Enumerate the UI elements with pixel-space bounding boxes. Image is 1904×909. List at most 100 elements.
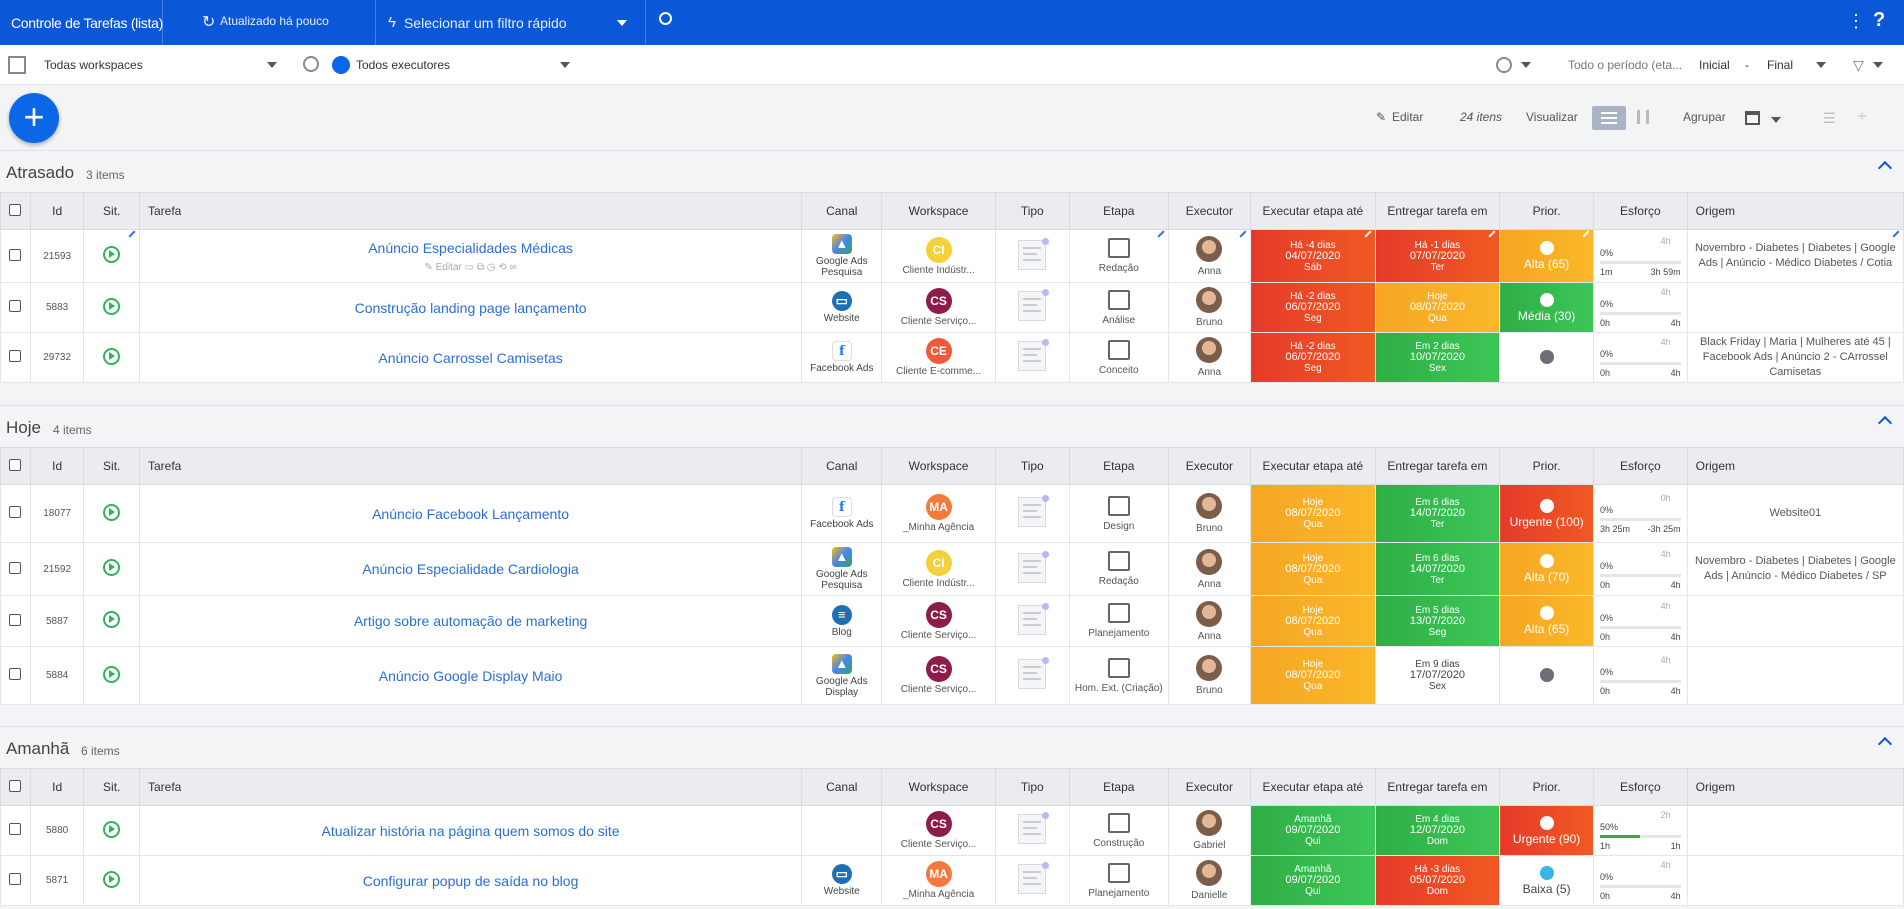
column-header[interactable]: Etapa [1068,447,1169,485]
row-checkbox[interactable] [9,873,22,885]
task-cell[interactable]: Artigo sobre automação de marketing [138,595,803,647]
chevron-down-icon[interactable] [1521,62,1531,68]
priority-cell[interactable]: Alta (65) [1499,595,1594,647]
column-header[interactable]: Etapa [1068,192,1169,230]
task-cell[interactable]: Anúncio Carrossel Camisetas [138,332,803,383]
delivery-date-cell[interactable]: Em 2 dias 10/07/2020 Sex [1374,332,1501,383]
row-select-cell[interactable] [0,332,31,383]
status-cell[interactable] [83,484,140,543]
play-status-icon[interactable] [103,246,121,263]
delivery-date-cell[interactable]: Em 4 dias 12/07/2020 Dom [1374,805,1501,856]
column-header[interactable]: Executar etapa até [1250,768,1376,806]
column-header[interactable]: Tipo [994,447,1070,485]
column-header[interactable]: Tipo [994,768,1070,806]
column-header[interactable]: Etapa [1068,768,1169,806]
play-status-icon[interactable] [103,347,121,365]
column-header[interactable]: Executar etapa até [1250,447,1376,485]
column-header[interactable]: Id [29,768,85,806]
chevron-up-icon[interactable] [1877,415,1893,431]
column-header[interactable]: Canal [801,768,883,806]
column-header[interactable]: Canal [801,192,883,230]
column-header[interactable]: Executor [1167,192,1252,230]
group-header-0[interactable]: Atrasado 3 items [0,150,1904,190]
row-checkbox[interactable] [9,506,22,518]
list-view-button[interactable] [1592,106,1626,130]
play-status-icon[interactable] [103,820,121,838]
edit-pencil-icon[interactable] [1157,230,1165,238]
play-status-icon[interactable] [103,297,121,315]
kebab-menu-icon[interactable]: ⋮ [1847,11,1865,31]
row-checkbox[interactable] [9,350,22,362]
column-header[interactable]: Entregar tarefa em [1374,768,1501,806]
chevron-down-icon[interactable] [1873,62,1883,68]
stage-deadline-cell[interactable]: Hoje 08/07/2020 Qua [1250,484,1376,543]
chevron-up-icon[interactable] [1877,160,1893,176]
select-all-checkbox[interactable] [9,203,22,216]
task-title-link[interactable]: Configurar popup de saída no blog [362,872,579,889]
column-header[interactable]: Executar etapa até [1250,192,1376,230]
chevron-down-icon[interactable] [1771,117,1781,123]
edit-button[interactable]: Editar [1392,110,1424,124]
delivery-date-cell[interactable]: Em 6 dias 14/07/2020 Ter [1374,542,1501,596]
edit-pencil-icon[interactable] [1364,230,1372,238]
column-header[interactable]: Sit. [83,768,140,806]
play-status-icon[interactable] [103,665,121,683]
task-cell[interactable]: Construção landing page lançamento [138,282,803,333]
column-header[interactable]: Sit. [83,192,140,230]
row-checkbox[interactable] [9,823,22,835]
select-all-cell[interactable] [0,192,31,230]
column-header[interactable]: Prior. [1499,768,1594,806]
status-cell[interactable] [83,542,140,596]
column-header[interactable]: Tarefa [138,192,803,230]
expand-rows-icon[interactable]: ☰ [1823,110,1836,126]
column-header[interactable]: Origem [1686,768,1904,806]
column-header[interactable]: Executor [1167,447,1252,485]
stage-deadline-cell[interactable]: Amanhã 09/07/2020 Qui [1250,805,1376,856]
edit-pencil-icon[interactable] [128,230,136,238]
play-status-icon[interactable] [103,503,121,521]
group-header-1[interactable]: Hoje 4 items [0,405,1904,445]
delivery-date-cell[interactable]: Em 5 dias 13/07/2020 Seg [1374,595,1501,647]
calendar-icon[interactable] [1745,111,1760,125]
delivery-date-cell[interactable]: Em 9 dias 17/07/2020 Sex [1374,646,1501,705]
priority-cell[interactable]: Alta (65) [1499,229,1594,283]
column-header[interactable]: Id [29,192,85,230]
delivery-date-cell[interactable]: Em 6 dias 14/07/2020 Ter [1374,484,1501,543]
column-header[interactable]: Workspace [881,447,996,485]
row-checkbox[interactable] [9,248,22,261]
edit-pencil-icon[interactable] [1239,230,1247,238]
edit-link[interactable]: Editar [435,261,462,273]
priority-cell[interactable]: Média (30) [1499,282,1594,333]
row-select-cell[interactable] [0,542,31,596]
end-date-field[interactable]: Final [1767,58,1794,72]
stage-deadline-cell[interactable]: Há -2 dias 06/07/2020 Seg [1250,332,1376,383]
column-header[interactable]: Canal [801,447,883,485]
play-status-icon[interactable] [103,870,121,888]
chevron-down-icon[interactable] [267,62,277,68]
open-origin-icon[interactable] [1892,230,1900,238]
task-cell[interactable]: Atualizar história na página quem somos … [138,805,803,856]
row-checkbox[interactable] [9,561,22,574]
row-select-cell[interactable] [0,484,31,543]
status-cell[interactable] [83,855,140,906]
priority-cell[interactable] [1499,646,1594,705]
select-all-checkbox[interactable] [9,458,22,471]
play-status-icon[interactable] [103,559,121,576]
status-cell[interactable] [83,595,140,647]
select-all-cell[interactable] [0,768,31,806]
task-cell[interactable]: Anúncio Especialidades Médicas ✎ Editar ▭… [138,229,803,283]
row-select-cell[interactable] [0,855,31,906]
stage-deadline-cell[interactable]: Amanhã 09/07/2020 Qui [1250,855,1376,906]
status-cell[interactable] [83,646,140,705]
priority-cell[interactable]: Urgente (100) [1499,484,1594,543]
row-checkbox[interactable] [9,613,22,626]
column-header[interactable]: Esforço [1592,447,1688,485]
delivery-date-cell[interactable]: Há -3 dias 05/07/2020 Dom [1374,855,1501,906]
column-header[interactable]: Origem [1686,447,1904,485]
column-header[interactable]: Entregar tarefa em [1374,447,1501,485]
table-row[interactable]: 18077 Anúncio Facebook Lançamento f Faceboo… [0,484,1904,543]
row-select-cell[interactable] [0,229,31,283]
column-header[interactable]: Id [29,447,85,485]
period-select[interactable]: Todo o período (eta... [1568,58,1683,72]
column-header[interactable]: Entregar tarefa em [1374,192,1501,230]
